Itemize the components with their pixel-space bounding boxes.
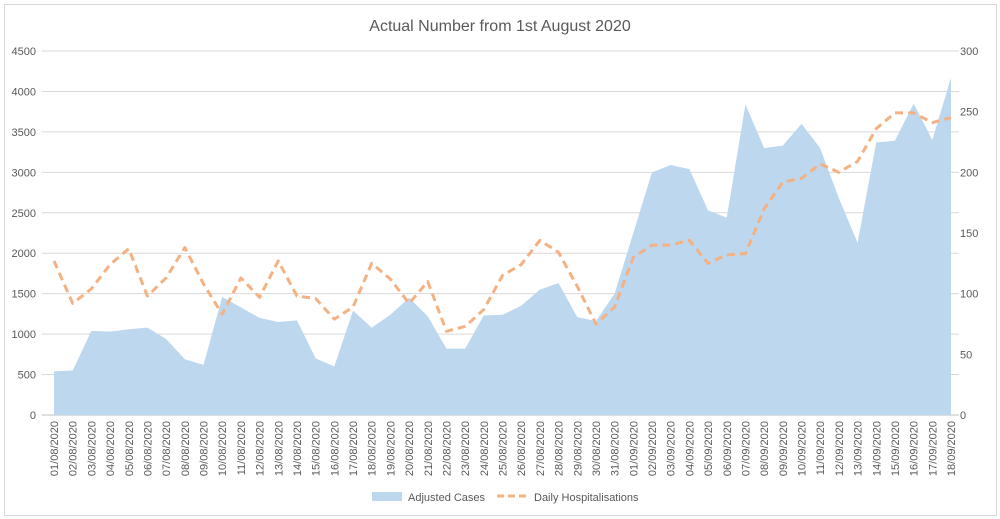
x-axis-tick-label: 05/09/2020 — [703, 421, 715, 476]
x-axis-tick-label: 21/08/2020 — [423, 421, 435, 476]
left-axis-tick-label: 2500 — [12, 208, 36, 220]
right-axis-tick-label: 250 — [960, 107, 978, 119]
x-axis-tick-label: 23/08/2020 — [460, 421, 472, 476]
adjusted-cases-area — [54, 77, 951, 415]
x-axis-tick-label: 02/09/2020 — [647, 421, 659, 476]
x-axis-tick-label: 13/08/2020 — [273, 421, 285, 476]
x-axis-tick-label: 27/08/2020 — [535, 421, 547, 476]
right-axis-tick-label: 100 — [960, 289, 978, 301]
legend: Adjusted Cases Daily Hospitalisations — [372, 492, 639, 504]
x-axis-tick-label: 17/08/2020 — [348, 421, 360, 476]
right-axis-tick-label: 0 — [960, 410, 966, 422]
x-axis-tick-label: 09/09/2020 — [778, 421, 790, 476]
x-axis-tick-label: 07/09/2020 — [740, 421, 752, 476]
right-axis-tick-label: 200 — [960, 167, 978, 179]
x-axis-tick-label: 14/09/2020 — [871, 421, 883, 476]
x-axis-tick-label: 18/09/2020 — [946, 421, 958, 476]
x-axis-tick-label: 06/09/2020 — [722, 421, 734, 476]
chart-title: Actual Number from 1st August 2020 — [369, 18, 631, 35]
x-axis-tick-label: 06/08/2020 — [142, 421, 154, 476]
right-axis: 0 50 100 150 200 250 300 — [960, 46, 978, 422]
x-axis-tick-label: 08/09/2020 — [759, 421, 771, 476]
x-axis-tick-label: 12/09/2020 — [834, 421, 846, 476]
legend-label-adjusted-cases: Adjusted Cases — [408, 492, 486, 504]
right-axis-tick-label: 300 — [960, 46, 978, 58]
x-axis-tick-label: 15/09/2020 — [890, 421, 902, 476]
x-axis-tick-label: 24/08/2020 — [479, 421, 491, 476]
left-axis-tick-label: 1000 — [12, 329, 36, 341]
left-axis: 0 500 1000 1500 2000 2500 3000 3500 4000 4500 — [12, 46, 36, 422]
right-axis-tick-label: 150 — [960, 228, 978, 240]
x-axis-tick-label: 20/08/2020 — [404, 421, 416, 476]
x-axis-tick-label: 15/08/2020 — [311, 421, 323, 476]
x-axis-tick-label: 30/08/2020 — [591, 421, 603, 476]
x-axis-tick-label: 14/08/2020 — [292, 421, 304, 476]
left-axis-tick-label: 4000 — [12, 86, 36, 98]
x-axis-tick-label: 03/08/2020 — [86, 421, 98, 476]
x-axis-tick-label: 22/08/2020 — [441, 421, 453, 476]
x-axis-tick-label: 16/09/2020 — [909, 421, 921, 476]
x-axis-tick-label: 16/08/2020 — [329, 421, 341, 476]
x-axis-tick-label: 29/08/2020 — [572, 421, 584, 476]
left-axis-tick-label: 0 — [30, 410, 36, 422]
daily-hospitalisations-line — [52, 111, 952, 333]
left-axis-tick-label: 1500 — [12, 289, 36, 301]
x-axis-tick-label: 01/08/2020 — [49, 421, 61, 476]
x-axis-tick-label: 02/08/2020 — [68, 421, 80, 476]
x-axis-tick-label: 19/08/2020 — [385, 421, 397, 476]
x-axis-tick-label: 17/09/2020 — [927, 421, 939, 476]
x-axis-tick-label: 28/08/2020 — [554, 421, 566, 476]
x-axis-tick-label: 10/09/2020 — [797, 421, 809, 476]
x-axis-tick-label: 11/08/2020 — [236, 421, 248, 475]
x-axis-tick-label: 25/08/2020 — [498, 421, 510, 476]
left-axis-tick-label: 3500 — [12, 127, 36, 139]
legend-label-daily-hospitalisations: Daily Hospitalisations — [534, 492, 639, 504]
x-axis-tick-label: 09/08/2020 — [199, 421, 211, 476]
left-axis-tick-label: 4500 — [12, 46, 36, 58]
x-axis-tick-label: 04/08/2020 — [105, 421, 117, 476]
x-axis-tick-label: 18/08/2020 — [367, 421, 379, 476]
x-axis-tick-label: 26/08/2020 — [516, 421, 528, 476]
hospitalisations-layer — [52, 111, 952, 333]
x-axis-tick-label: 07/08/2020 — [161, 421, 173, 476]
x-axis: 01/08/2020 02/08/2020 03/08/2020 04/08/2020… — [49, 421, 958, 476]
left-axis-tick-label: 500 — [18, 370, 36, 382]
right-axis-tick-label: 50 — [960, 349, 972, 361]
left-axis-tick-label: 3000 — [12, 167, 36, 179]
x-axis-tick-label: 03/09/2020 — [666, 421, 678, 476]
x-axis-tick-label: 13/09/2020 — [853, 421, 865, 476]
x-axis-tick-label: 10/08/2020 — [217, 421, 229, 476]
adjusted-cases-layer — [54, 77, 951, 415]
x-axis-tick-label: 01/09/2020 — [628, 421, 640, 476]
x-axis-tick-label: 05/08/2020 — [124, 421, 136, 476]
legend-swatch-adjusted-cases — [372, 492, 402, 501]
left-axis-tick-label: 2000 — [12, 248, 36, 260]
x-axis-tick-label: 31/08/2020 — [610, 421, 622, 476]
x-axis-tick-label: 08/08/2020 — [180, 421, 192, 476]
x-axis-tick-label: 11/09/2020 — [815, 421, 827, 475]
x-axis-tick-label: 04/09/2020 — [684, 421, 696, 476]
x-axis-tick-label: 12/08/2020 — [255, 421, 267, 476]
